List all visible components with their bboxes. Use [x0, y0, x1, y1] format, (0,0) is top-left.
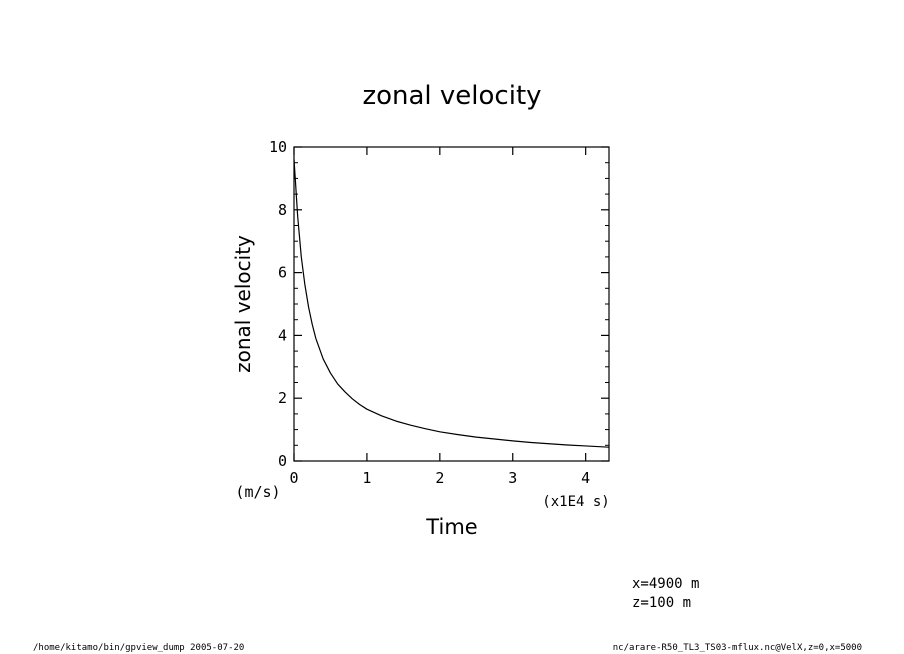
y-axis-ticks [294, 146, 609, 462]
plot-frame [293, 146, 610, 462]
series-group [293, 159, 610, 448]
x-tick-label: 0 [289, 469, 298, 487]
y-tick-label: 8 [278, 201, 287, 219]
position-x-annotation: x=4900 m [632, 576, 699, 592]
position-z-annotation: z=100 m [632, 595, 691, 611]
y-tick-label: 2 [278, 389, 287, 407]
y-tick-label: 10 [269, 138, 287, 156]
y-axis-label: zonal velocity [231, 235, 255, 373]
x-tick-label: 4 [581, 469, 590, 487]
y-tick-label: 4 [278, 326, 287, 344]
y-axis-unit: (m/s) [235, 483, 280, 501]
footer-right: nc/arare-R50_TL3_TS03-mflux.nc@VelX,z=0,… [613, 643, 862, 653]
footer-left: /home/kitamo/bin/gpview_dump 2005-07-20 [33, 643, 244, 653]
x-tick-label: 1 [362, 469, 371, 487]
x-tick-label: 3 [508, 469, 517, 487]
series-line [293, 159, 610, 448]
x-axis-label: Time [425, 515, 477, 539]
x-axis-tick-labels: 0 1 2 3 4 [289, 469, 590, 487]
x-tick-label: 2 [435, 469, 444, 487]
y-tick-label: 0 [278, 452, 287, 470]
x-axis-unit: (x1E4 s) [542, 494, 609, 510]
x-axis-ticks [293, 147, 587, 461]
y-tick-label: 6 [278, 264, 287, 282]
chart-title: zonal velocity [362, 81, 541, 111]
y-axis-tick-labels: 0 2 4 6 8 10 [269, 138, 287, 470]
